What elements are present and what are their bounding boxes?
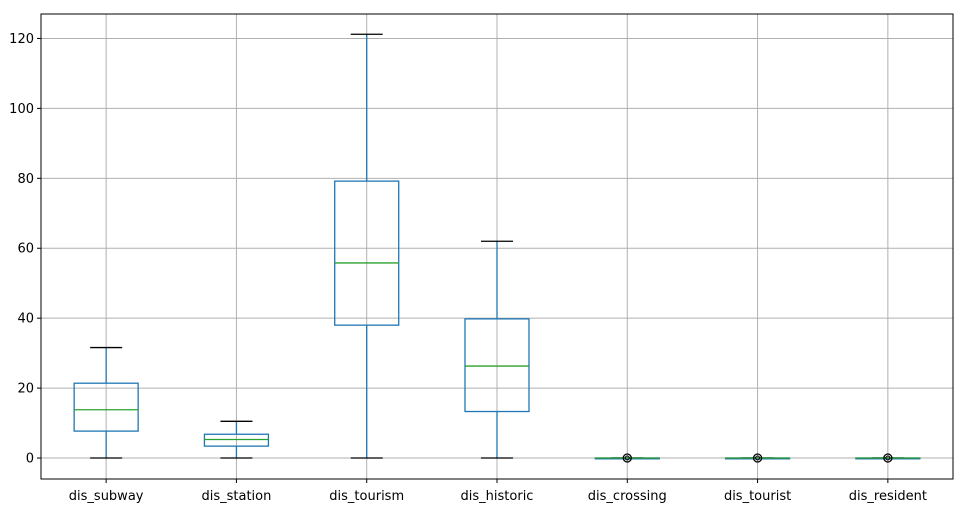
y-tick-label: 60 [17,242,34,257]
iqr-box [73,382,139,432]
x-tick-label: dis_tourism [329,489,404,504]
y-tick-label: 40 [17,312,34,327]
box-dis_crossing [594,453,660,463]
flier-point [883,453,893,463]
flier-point [752,453,763,463]
x-tick-label: dis_tourist [724,489,791,504]
box-plots [73,33,921,463]
box-dis_station [203,420,270,459]
x-tick-label: dis_resident [849,489,927,504]
flier-point-inner [755,455,761,461]
y-tick-label: 80 [17,172,34,187]
y-tick-label: 20 [17,382,34,397]
x-tick-label: dis_historic [461,489,534,504]
x-tick-label: dis_crossing [588,489,667,504]
box-dis_historic [464,240,530,459]
iqr-box [464,318,530,413]
x-tick-label: dis_subway [69,489,144,504]
axis-ticks: 0 20 40 60 80 100 120 dis_subway dis_station dis_… [9,32,927,504]
y-tick-label: 100 [9,102,34,117]
box-dis_tourist [724,453,791,463]
flier-point [622,453,632,463]
y-tick-label: 120 [9,32,34,47]
flier-point-inner [885,455,891,461]
x-tick-label: dis_station [201,489,271,504]
y-tick-label: 0 [26,452,34,467]
box-dis_tourism [334,33,400,459]
flier-point-inner [624,455,630,461]
grid-lines [41,14,953,479]
iqr-box [203,433,270,447]
iqr-box [334,180,400,326]
box-dis_subway [73,346,139,459]
box-dis_resident [855,453,921,463]
